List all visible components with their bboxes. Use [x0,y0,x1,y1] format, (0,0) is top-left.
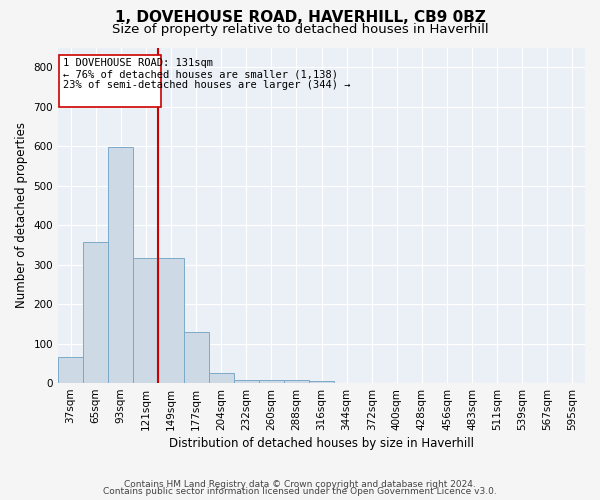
Text: 23% of semi-detached houses are larger (344) →: 23% of semi-detached houses are larger (… [63,80,350,90]
Text: 1, DOVEHOUSE ROAD, HAVERHILL, CB9 0BZ: 1, DOVEHOUSE ROAD, HAVERHILL, CB9 0BZ [115,10,485,25]
Y-axis label: Number of detached properties: Number of detached properties [15,122,28,308]
Bar [83,242,108,383]
Bar [58,358,83,383]
FancyBboxPatch shape [59,56,161,106]
Bar [309,381,334,383]
Bar [158,258,184,383]
Bar [133,258,158,383]
X-axis label: Distribution of detached houses by size in Haverhill: Distribution of detached houses by size … [169,437,474,450]
Text: ← 76% of detached houses are smaller (1,138): ← 76% of detached houses are smaller (1,… [63,69,338,79]
Bar [108,148,133,383]
Bar [259,380,284,383]
Bar [209,373,233,383]
Text: Size of property relative to detached houses in Haverhill: Size of property relative to detached ho… [112,22,488,36]
Text: 1 DOVEHOUSE ROAD: 131sqm: 1 DOVEHOUSE ROAD: 131sqm [63,58,213,68]
Text: Contains public sector information licensed under the Open Government Licence v3: Contains public sector information licen… [103,487,497,496]
Bar [233,380,259,383]
Bar [184,332,209,383]
Bar [284,380,309,383]
Text: Contains HM Land Registry data © Crown copyright and database right 2024.: Contains HM Land Registry data © Crown c… [124,480,476,489]
